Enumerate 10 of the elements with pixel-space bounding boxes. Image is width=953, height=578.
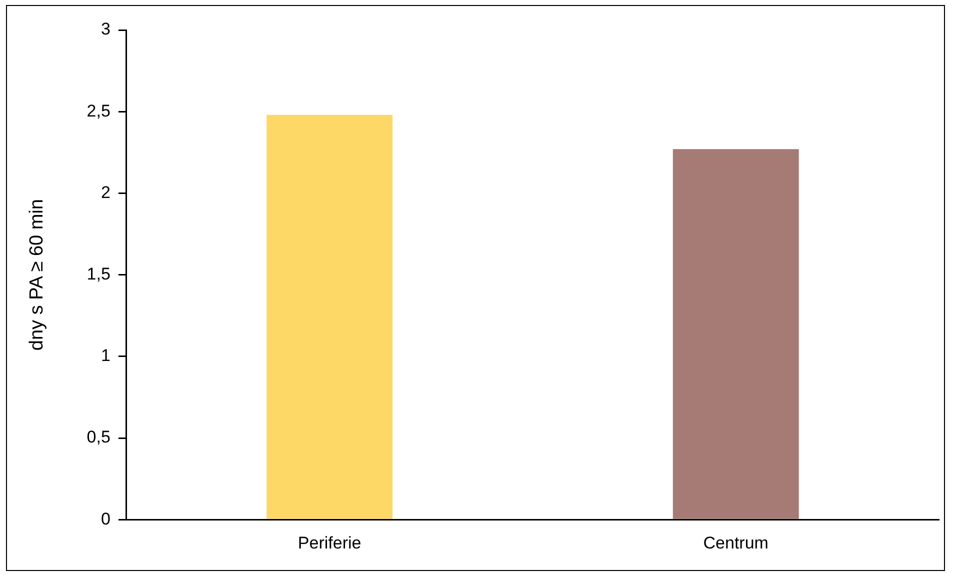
y-tick-label: 0,5	[86, 428, 110, 447]
y-tick-label: 1,5	[86, 264, 110, 284]
y-tick-label: 2,5	[86, 101, 110, 120]
x-tick-label: Periferie	[298, 533, 362, 552]
y-tick-label: 2	[100, 182, 110, 202]
y-tick-label: 1	[100, 346, 110, 366]
y-axis-title: dny s PA ≥ 60 min	[26, 199, 48, 351]
x-tick-label: Centrum	[703, 533, 768, 552]
y-tick-label: 0	[100, 509, 110, 528]
y-tick-label: 3	[100, 20, 110, 39]
